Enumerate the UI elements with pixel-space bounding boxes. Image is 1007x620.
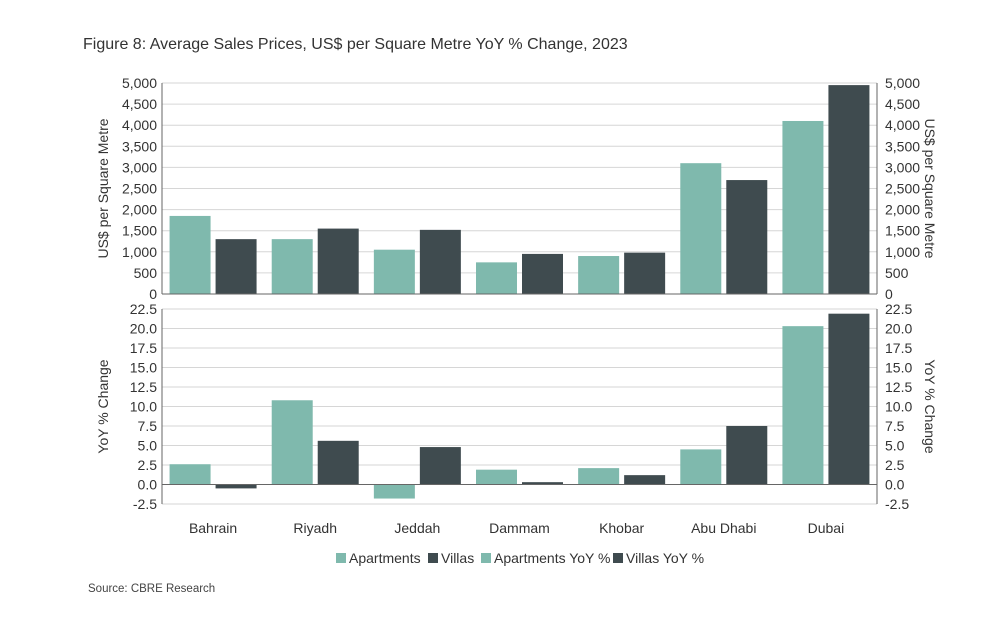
apartments-bar bbox=[169, 464, 211, 485]
apartments-bar bbox=[680, 449, 722, 485]
y-axis-title-left: US$ per Square Metre bbox=[95, 118, 111, 258]
y-tick-label-right: 3,000 bbox=[885, 159, 920, 175]
y-tick-label-right: 2,500 bbox=[885, 181, 920, 197]
legend: Apartments Villas Apartments YoY % Villas Y… bbox=[336, 550, 704, 566]
apartments-bar bbox=[476, 469, 517, 485]
legend-label: Apartments bbox=[349, 550, 421, 566]
y-tick-label-right: 3,500 bbox=[885, 138, 920, 154]
x-category-label: Jeddah bbox=[394, 520, 440, 536]
y-tick-label-left: 5.0 bbox=[138, 438, 158, 454]
apartments-bar bbox=[680, 163, 722, 294]
apartments-bar bbox=[782, 120, 824, 294]
y-tick-label-right: 15.0 bbox=[885, 360, 912, 376]
y-tick-label-left: 500 bbox=[134, 265, 158, 281]
y-tick-label-right: 20.0 bbox=[885, 321, 912, 337]
y-tick-label-right: 4,500 bbox=[885, 96, 920, 112]
legend-swatch bbox=[336, 553, 346, 563]
villas-bar bbox=[522, 482, 563, 485]
y-axis-title-left: YoY % Change bbox=[95, 359, 111, 453]
y-tick-label-right: 0 bbox=[885, 286, 893, 302]
y-tick-label-left: 2.5 bbox=[138, 457, 158, 473]
y-tick-label-left: 20.0 bbox=[130, 321, 157, 337]
villas-bar bbox=[215, 484, 257, 489]
villas-bar bbox=[828, 85, 870, 294]
apartments-bar bbox=[373, 484, 415, 499]
villas-bar bbox=[624, 252, 666, 294]
y-tick-label-right: 22.5 bbox=[885, 301, 912, 317]
apartments-bar bbox=[169, 215, 211, 294]
villas-bar bbox=[419, 447, 461, 485]
y-tick-label-left: 22.5 bbox=[130, 301, 157, 317]
y-tick-label-right: -2.5 bbox=[885, 496, 909, 512]
y-tick-label-left: 4,000 bbox=[122, 117, 157, 133]
legend-label: Villas bbox=[441, 550, 474, 566]
y-tick-label-right: 0.0 bbox=[885, 477, 905, 493]
y-tick-label-left: 12.5 bbox=[130, 379, 157, 395]
legend-label: Apartments YoY % bbox=[494, 550, 610, 566]
source-note: Source: CBRE Research bbox=[88, 583, 216, 595]
y-tick-label-left: 17.5 bbox=[130, 340, 157, 356]
label-layer: 0 0 500 500 1,000 1,000 1,500 1,500 2,000 2,000 2,… bbox=[95, 75, 938, 536]
apartments-bar bbox=[578, 468, 620, 485]
villas-bar bbox=[317, 440, 359, 485]
y-tick-label-left: 0.0 bbox=[138, 477, 158, 493]
apartments-bar bbox=[271, 400, 313, 485]
y-tick-label-right: 2.5 bbox=[885, 457, 905, 473]
y-tick-label-right: 5,000 bbox=[885, 75, 920, 91]
legend-swatch bbox=[481, 553, 491, 563]
y-tick-label-left: 2,000 bbox=[122, 202, 157, 218]
y-tick-label-left: 15.0 bbox=[130, 360, 157, 376]
y-tick-label-right: 1,500 bbox=[885, 223, 920, 239]
y-tick-label-right: 1,000 bbox=[885, 244, 920, 260]
y-tick-label-left: -2.5 bbox=[133, 496, 157, 512]
y-tick-label-left: 4,500 bbox=[122, 96, 157, 112]
villas-bar bbox=[419, 229, 461, 294]
villas-bar bbox=[624, 475, 666, 485]
villas-bar bbox=[522, 253, 563, 294]
y-tick-label-right: 12.5 bbox=[885, 379, 912, 395]
villas-bar bbox=[726, 426, 768, 485]
legend-swatch bbox=[613, 553, 623, 563]
villas-bar bbox=[317, 228, 359, 294]
y-tick-label-left: 3,000 bbox=[122, 159, 157, 175]
y-tick-label-left: 0 bbox=[149, 286, 157, 302]
x-category-label: Dammam bbox=[489, 520, 550, 536]
y-tick-label-left: 2,500 bbox=[122, 181, 157, 197]
legend-swatch bbox=[428, 553, 438, 563]
villas-bar bbox=[215, 239, 257, 294]
y-tick-label-left: 1,000 bbox=[122, 244, 157, 260]
y-tick-label-right: 4,000 bbox=[885, 117, 920, 133]
legend-label: Villas YoY % bbox=[626, 550, 704, 566]
x-category-label: Khobar bbox=[599, 520, 644, 536]
y-tick-label-right: 5.0 bbox=[885, 438, 905, 454]
y-tick-label-left: 1,500 bbox=[122, 223, 157, 239]
y-tick-label-left: 7.5 bbox=[138, 418, 158, 434]
apartments-bar bbox=[373, 249, 415, 294]
y-axis-title-right: YoY % Change bbox=[922, 359, 938, 453]
x-category-label: Dubai bbox=[808, 520, 845, 536]
apartments-bar bbox=[578, 256, 620, 294]
axis-layer bbox=[161, 83, 878, 504]
y-tick-label-right: 17.5 bbox=[885, 340, 912, 356]
y-tick-label-right: 7.5 bbox=[885, 418, 905, 434]
x-category-label: Bahrain bbox=[189, 520, 237, 536]
y-tick-label-right: 10.0 bbox=[885, 399, 912, 415]
bar-layer bbox=[169, 85, 870, 499]
x-category-label: Abu Dhabi bbox=[691, 520, 756, 536]
apartments-bar bbox=[271, 239, 313, 294]
y-tick-label-right: 2,000 bbox=[885, 202, 920, 218]
y-axis-title-right: US$ per Square Metre bbox=[922, 118, 938, 258]
villas-bar bbox=[828, 313, 870, 485]
chart-title: Figure 8: Average Sales Prices, US$ per … bbox=[83, 36, 628, 53]
apartments-bar bbox=[782, 326, 824, 485]
villas-bar bbox=[726, 180, 768, 294]
y-tick-label-left: 10.0 bbox=[130, 399, 157, 415]
y-tick-label-left: 3,500 bbox=[122, 138, 157, 154]
x-category-label: Riyadh bbox=[293, 520, 337, 536]
y-tick-label-right: 500 bbox=[885, 265, 909, 281]
y-tick-label-left: 5,000 bbox=[122, 75, 157, 91]
apartments-bar bbox=[476, 262, 517, 294]
